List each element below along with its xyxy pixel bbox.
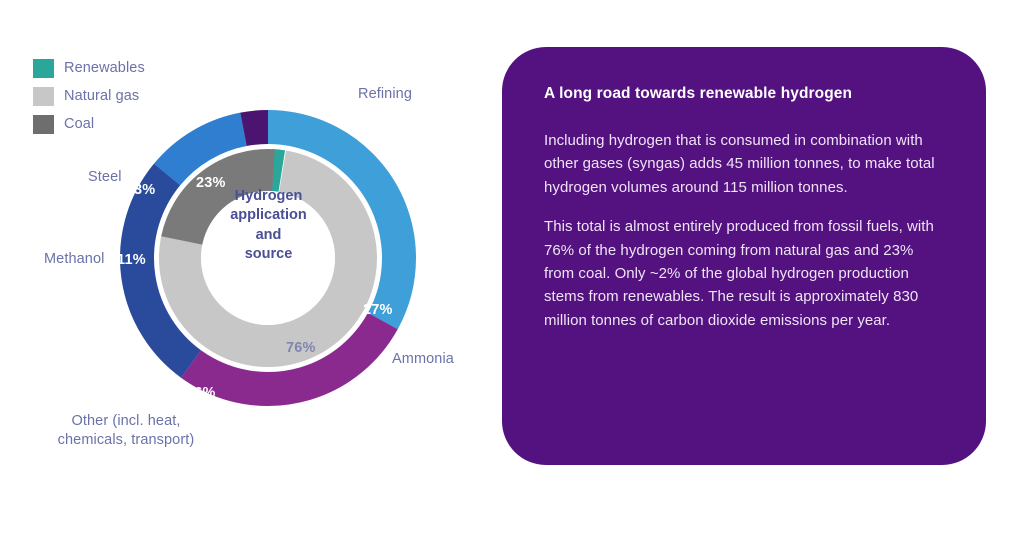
legend-swatch-coal <box>33 114 54 134</box>
summary-panel-title: A long road towards renewable hydrogen <box>544 85 853 102</box>
legend-item-renewables: Renewables <box>33 55 145 81</box>
slice-natural-gas <box>159 149 377 367</box>
legend-swatch-natural-gas <box>33 86 54 106</box>
callout-label-steel: Steel <box>88 169 122 185</box>
slice-ammonia <box>119 109 416 406</box>
donut-svg <box>119 109 416 406</box>
callout-label-refining: Refining <box>358 86 412 102</box>
legend-label-renewables: Renewables <box>64 60 145 76</box>
legend-item-coal: Coal <box>33 111 145 137</box>
donut-chart-area: Renewables Natural gas Coal <box>0 0 480 536</box>
callout-label-other: Other (incl. heat, chemicals, transport) <box>57 413 195 448</box>
legend-label-natural-gas: Natural gas <box>64 88 140 104</box>
chart-legend: Renewables Natural gas Coal <box>33 55 145 139</box>
donut-hub <box>201 191 335 325</box>
legend-label-coal: Coal <box>64 116 95 132</box>
summary-paragraph-1: Including hydrogen that is consumed in c… <box>544 132 935 196</box>
legend-swatch-renewables <box>33 58 54 78</box>
callout-label-methanol: Methanol <box>44 251 105 267</box>
callout-label-ammonia: Ammonia <box>392 351 454 367</box>
inner-ring-sources <box>159 149 377 367</box>
summary-paragraph-2: This total is almost entirely produced f… <box>544 218 934 329</box>
legend-item-natural-gas: Natural gas <box>33 83 145 109</box>
slice-steel <box>120 110 416 406</box>
donut-graphic: Hydrogen application and source <box>110 72 430 444</box>
outer-ring-applications <box>119 109 416 406</box>
summary-panel: A long road towards renewable hydrogen I… <box>502 47 986 465</box>
